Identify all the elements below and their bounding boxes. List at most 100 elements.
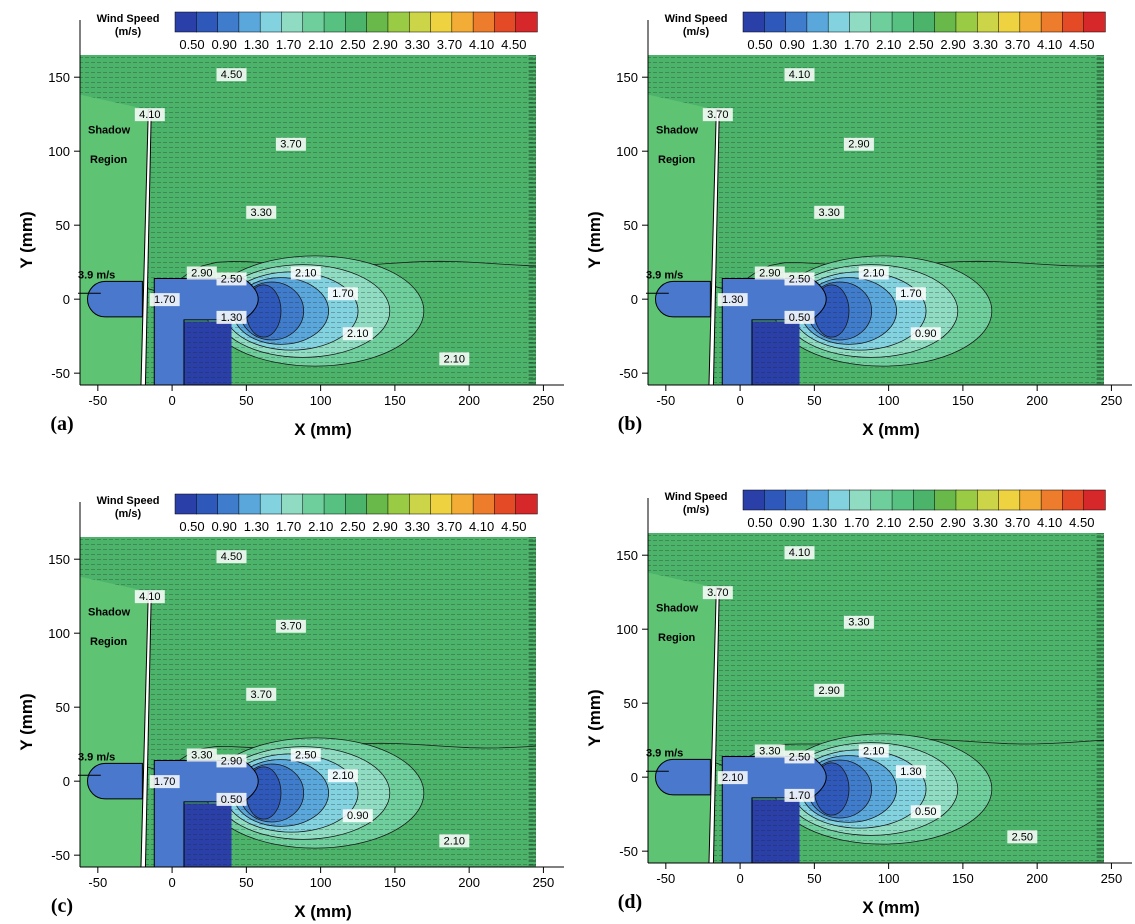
colorbar-swatch bbox=[955, 489, 978, 511]
x-tick-label: -50 bbox=[88, 393, 107, 408]
y-tick-label: 100 bbox=[616, 622, 638, 637]
colorbar-tick-label: 0.90 bbox=[780, 37, 805, 52]
colorbar-tick-label: 2.90 bbox=[372, 519, 397, 534]
colorbar-tick-label: 4.10 bbox=[1037, 515, 1062, 530]
colorbar-tick-label: 3.70 bbox=[437, 37, 462, 52]
contour-label-bg bbox=[186, 266, 217, 280]
contour-label: 4.10 bbox=[789, 547, 810, 559]
contour-label-bg bbox=[216, 792, 247, 806]
y-tick-label: 50 bbox=[56, 700, 70, 715]
hub bbox=[654, 280, 711, 318]
contour-label-bg bbox=[814, 683, 845, 697]
contour-label-bg bbox=[910, 805, 941, 819]
colorbar-swatch bbox=[913, 11, 936, 33]
colorbar-swatch bbox=[1040, 489, 1064, 511]
colorbar-tick-label: 4.10 bbox=[1037, 37, 1062, 52]
colorbar-swatch bbox=[870, 11, 893, 33]
colorbar-tick-label: 2.90 bbox=[372, 37, 397, 52]
contour-label-bg bbox=[814, 205, 845, 219]
colorbar-swatch bbox=[785, 11, 808, 33]
contour-label: 4.10 bbox=[139, 591, 160, 603]
colorbar-tick-label: 4.50 bbox=[1069, 37, 1094, 52]
x-tick-label: 250 bbox=[1101, 393, 1123, 408]
colorbar-swatch bbox=[451, 493, 474, 515]
colorbar-swatch bbox=[345, 493, 368, 515]
y-tick-label: -50 bbox=[51, 366, 70, 381]
y-tick-label: -50 bbox=[619, 366, 638, 381]
contour-label: 4.10 bbox=[139, 109, 160, 121]
colorbar-tick-label: 4.10 bbox=[469, 519, 494, 534]
contour-label: 4.10 bbox=[789, 69, 810, 81]
contour-label: 3.70 bbox=[707, 109, 728, 121]
contour-label-bg bbox=[342, 809, 373, 823]
x-tick-label: 200 bbox=[1026, 871, 1048, 886]
contour-label: 2.10 bbox=[863, 745, 884, 757]
contour-label-bg bbox=[216, 272, 247, 286]
x-tick-label: 0 bbox=[736, 871, 743, 886]
contour-label: 2.90 bbox=[759, 267, 780, 279]
x-tick-label: 50 bbox=[807, 871, 821, 886]
contour-label-bg bbox=[216, 550, 247, 564]
colorbar-swatch bbox=[870, 489, 893, 511]
colorbar-tick-label: 2.10 bbox=[876, 37, 901, 52]
contour-label: 1.70 bbox=[789, 790, 810, 802]
contour-label: 3.70 bbox=[280, 139, 301, 151]
contour-label-bg bbox=[246, 687, 277, 701]
contour-label-bg bbox=[784, 546, 815, 560]
hub bbox=[86, 280, 143, 318]
contour-label-bg bbox=[134, 108, 165, 122]
contour-label: 1.30 bbox=[221, 312, 242, 324]
contour-label: 2.50 bbox=[789, 751, 810, 763]
y-tick-label: -50 bbox=[619, 844, 638, 859]
contour-label-bg bbox=[702, 108, 733, 122]
colorbar-swatch bbox=[366, 493, 389, 515]
x-tick-label: 0 bbox=[168, 875, 175, 890]
colorbar-swatch bbox=[976, 11, 1000, 33]
colorbar-swatch bbox=[934, 489, 957, 511]
contour-label-bg bbox=[149, 293, 180, 307]
x-tick-label: 0 bbox=[168, 393, 175, 408]
colorbar-tick-label: 1.70 bbox=[844, 515, 869, 530]
y-tick-label: 150 bbox=[616, 548, 638, 563]
colorbar-swatch bbox=[998, 489, 1021, 511]
colorbar-tick-label: 1.30 bbox=[812, 515, 837, 530]
colorbar-swatch bbox=[494, 11, 517, 33]
colorbar-swatch bbox=[913, 489, 936, 511]
colorbar-tick-label: 3.30 bbox=[973, 37, 998, 52]
contour-label-bg bbox=[439, 834, 470, 848]
contour-label-bg bbox=[843, 137, 874, 151]
x-tick-label: 100 bbox=[878, 871, 900, 886]
colorbar-title: Wind Speed bbox=[97, 495, 160, 507]
contour-label: 2.90 bbox=[191, 267, 212, 279]
contour-label-bg bbox=[784, 68, 815, 82]
colorbar-swatch bbox=[302, 493, 325, 515]
colorbar-tick-label: 3.70 bbox=[1005, 515, 1030, 530]
freestream-label: 3.9 m/s bbox=[78, 269, 115, 281]
contour-label: 3.30 bbox=[848, 617, 869, 629]
contour-label-bg bbox=[754, 266, 785, 280]
contour-label: 4.50 bbox=[221, 69, 242, 81]
contour-label: 2.10 bbox=[295, 267, 316, 279]
colorbar-tick-label: 4.50 bbox=[501, 37, 526, 52]
colorbar-swatch bbox=[259, 11, 283, 33]
colorbar-swatch bbox=[934, 11, 957, 33]
hub bbox=[86, 762, 143, 800]
contour-label-bg bbox=[327, 287, 358, 301]
x-tick-label: -50 bbox=[656, 393, 675, 408]
contour-label: 3.70 bbox=[707, 587, 728, 599]
contour-label: 2.50 bbox=[221, 273, 242, 285]
colorbar-tick-label: 2.50 bbox=[908, 37, 933, 52]
contour-label: 3.30 bbox=[819, 207, 840, 219]
colorbar-tick-label: 2.90 bbox=[940, 37, 965, 52]
x-tick-label: 50 bbox=[807, 393, 821, 408]
y-axis-label: Y (mm) bbox=[585, 689, 604, 746]
contour-label: 1.70 bbox=[154, 294, 175, 306]
colorbar-tick-label: 0.50 bbox=[747, 37, 772, 52]
contour-label-bg bbox=[439, 352, 470, 366]
contour-label: 1.30 bbox=[722, 294, 743, 306]
shadow-label: Shadow bbox=[88, 124, 131, 136]
panel-0: -50 0 50 100 150 200 250 -50 0 50 100 150 X (mm) Y (m… bbox=[17, 11, 564, 439]
colorbar-swatch bbox=[174, 493, 197, 515]
colorbar-swatch bbox=[1040, 11, 1064, 33]
contour-label-bg bbox=[858, 744, 889, 758]
